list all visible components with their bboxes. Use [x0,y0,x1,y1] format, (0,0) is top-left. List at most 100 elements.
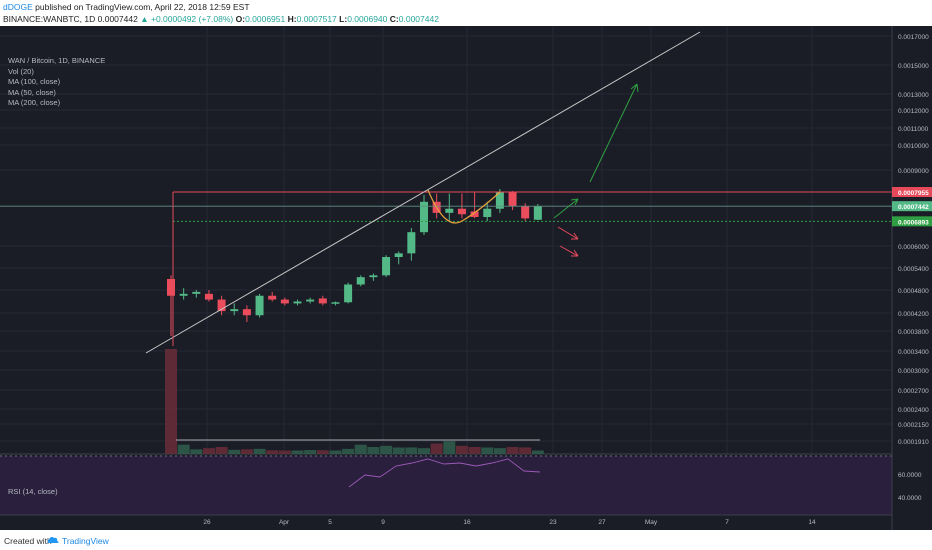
time-tick-label: 9 [381,519,385,526]
candle-body [242,309,251,316]
price-tag-label: 0.0007955 [898,190,929,197]
publish-header: dDOGE published on TradingView.com, Apri… [0,0,932,26]
cup-curve[interactable] [427,189,501,224]
publish-line: dDOGE published on TradingView.com, Apri… [3,2,250,12]
ma200-indicator[interactable]: MA (200, close) [8,98,61,107]
volume-bar [190,449,203,454]
candle-body [407,232,416,254]
price-chart-svg[interactable]: 0.0017000 0.0015000 0.0013000 0.0012000 0.00… [0,26,932,530]
volume-bar [329,450,342,454]
candle-up [255,293,264,318]
time-tick-label: 16 [463,519,471,526]
rsi-tick-label: 60.0000 [898,472,922,479]
candle-up [394,251,403,265]
high-label: H: [287,14,297,24]
chart-area[interactable]: 0.0017000 0.0015000 0.0013000 0.0012000 0.00… [0,26,932,530]
chart-legend: WAN / Bitcoin, 1D, BINANCE Vol (20) MA (… [8,56,105,109]
candle-down [217,295,226,316]
price-tick-label: 0.0002400 [898,407,929,414]
volume-bar [519,447,532,454]
candle-up [179,288,188,300]
candle-body [280,299,289,304]
candle-body [293,301,302,304]
candle-up [293,299,302,306]
candle-up [192,290,201,298]
volume-bar [266,450,279,454]
candle-body [420,201,428,233]
candle-body [495,192,504,209]
volume-bar [468,447,481,454]
open-label: O: [235,14,246,24]
volume-bar [240,449,253,454]
candle-body [533,206,542,220]
author-link[interactable]: dDOGE [3,2,33,12]
candle-up [483,201,492,222]
volume-bar [291,450,304,454]
vol-indicator[interactable]: Vol (20) [8,66,34,76]
candle-down [470,192,479,219]
price-tick-label: 0.0006000 [898,244,929,251]
time-tick-label: 14 [808,519,816,526]
candle-down [318,295,327,306]
red-arrow-1[interactable] [557,226,579,240]
price-tag-bg [892,201,932,212]
volume-bar [215,447,228,454]
footer: Created with TradingView [0,530,932,550]
candle-body [457,208,466,215]
candle-body [192,291,201,294]
candle-body [356,277,365,285]
candle-body [306,299,315,302]
symbol-title[interactable]: WAN / Bitcoin, 1D, BINANCE [8,56,106,65]
candle-body [167,279,175,296]
time-tick-label: May [645,519,658,526]
up-arrow-icon: ▲ [140,14,149,24]
tradingview-cloud-icon [47,536,59,543]
ma100-indicator[interactable]: MA (100, close) [8,77,61,86]
rsi-band [0,456,892,515]
candle-down [242,305,251,322]
volume-bar [278,450,291,454]
volume-bar [455,445,468,454]
rsi-tick-label: 40.0000 [898,495,922,502]
volume-bar [493,448,506,454]
volume-bar [354,444,367,454]
candle-body [483,208,492,217]
volume-bar [430,443,443,454]
candle-up [382,255,391,278]
volume-bar [392,447,405,454]
tradingview-link[interactable]: TradingView [62,536,109,546]
price-tags: 0.0007955 0.0007442 0.0006893 [892,187,932,227]
candle-body [394,253,403,257]
price-tag-bg [892,216,932,227]
candle-body [268,295,277,300]
green-arrow-small[interactable] [553,198,579,219]
candle-body [470,211,479,217]
ascending-trendline[interactable] [145,31,701,354]
volume-bar [342,448,355,454]
candle-up [420,194,428,235]
rsi-axis-labels: 60.0000 40.0000 [898,472,922,502]
price-axis[interactable] [891,26,932,530]
red-arrow-2[interactable] [559,245,579,257]
price-tag-bg [892,187,932,197]
volume-bar [253,448,266,454]
low-value: 0.0006940 [347,14,388,24]
candle-down [280,297,289,306]
price-tick-label: 0.0005400 [898,266,929,273]
volume-bar [506,447,519,454]
price-tick-label: 0.0009000 [898,168,929,175]
candle-body [204,293,213,300]
volume-bar [367,447,380,454]
candle-body [179,293,188,296]
ma50-indicator[interactable]: MA (50, close) [8,87,56,97]
green-arrow-big[interactable] [589,83,639,183]
rsi-pane [0,453,932,516]
price-tick-label: 0.0013000 [898,92,929,99]
candle-up [344,282,353,304]
candle-up [230,303,239,316]
rsi-indicator-label[interactable]: RSI (14, close) [8,487,58,496]
price-grid [0,26,892,454]
volume-bar [316,450,329,454]
candlesticks [167,188,542,336]
price-tick-label: 0.0011000 [898,126,929,133]
